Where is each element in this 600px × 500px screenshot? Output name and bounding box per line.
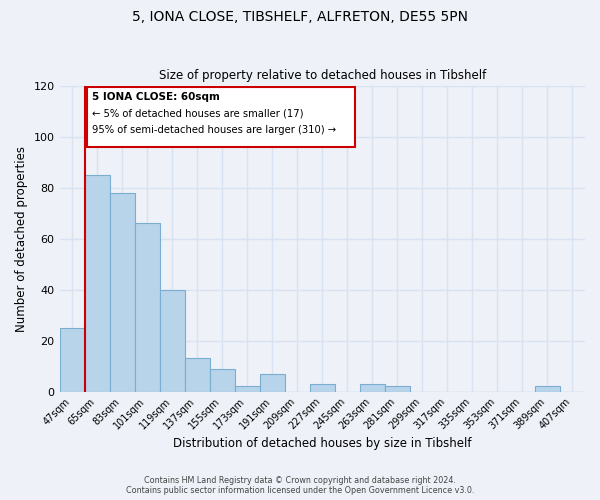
Bar: [385, 386, 410, 392]
Title: Size of property relative to detached houses in Tibshelf: Size of property relative to detached ho…: [158, 69, 486, 82]
Text: Contains HM Land Registry data © Crown copyright and database right 2024.
Contai: Contains HM Land Registry data © Crown c…: [126, 476, 474, 495]
Bar: [235, 386, 260, 392]
Bar: [185, 358, 209, 392]
Bar: [360, 384, 385, 392]
Bar: [160, 290, 185, 392]
Text: 5, IONA CLOSE, TIBSHELF, ALFRETON, DE55 5PN: 5, IONA CLOSE, TIBSHELF, ALFRETON, DE55 …: [132, 10, 468, 24]
Text: ← 5% of detached houses are smaller (17): ← 5% of detached houses are smaller (17): [92, 109, 303, 119]
FancyBboxPatch shape: [86, 87, 355, 147]
Bar: [59, 328, 85, 392]
Bar: [535, 386, 560, 392]
Bar: [85, 175, 110, 392]
Bar: [260, 374, 285, 392]
Text: 5 IONA CLOSE: 60sqm: 5 IONA CLOSE: 60sqm: [92, 92, 220, 102]
X-axis label: Distribution of detached houses by size in Tibshelf: Distribution of detached houses by size …: [173, 437, 472, 450]
Text: 95% of semi-detached houses are larger (310) →: 95% of semi-detached houses are larger (…: [92, 125, 335, 135]
Bar: [310, 384, 335, 392]
Bar: [110, 193, 134, 392]
Y-axis label: Number of detached properties: Number of detached properties: [15, 146, 28, 332]
Bar: [134, 224, 160, 392]
Bar: [209, 368, 235, 392]
